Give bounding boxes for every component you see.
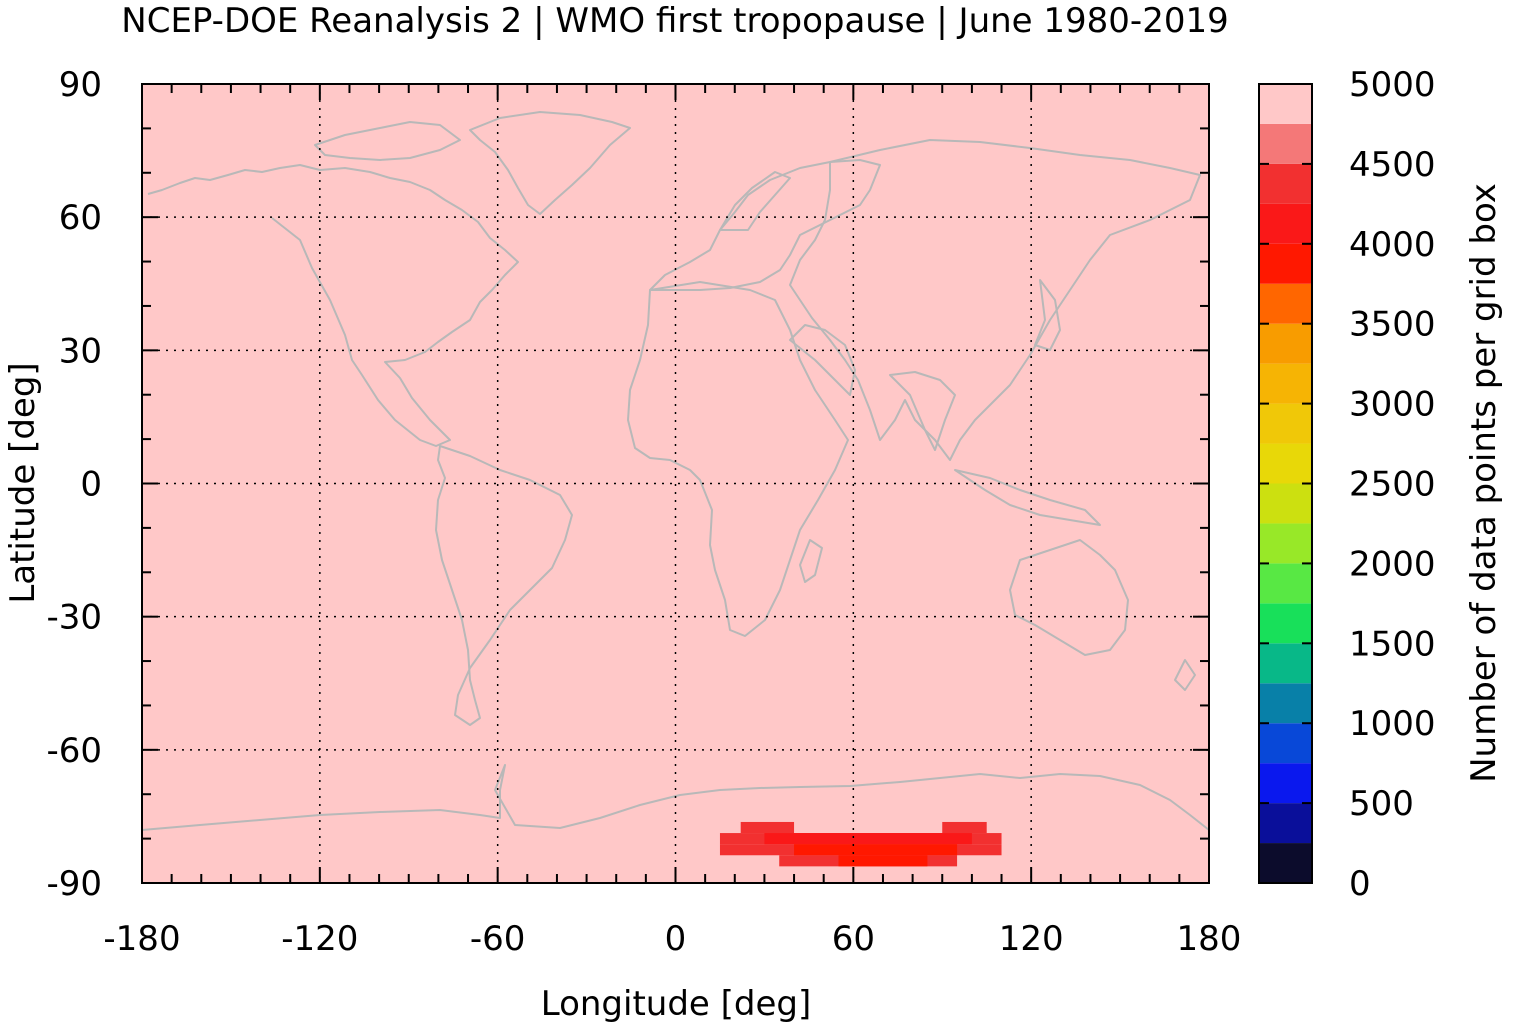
- coastline-south-america: [435, 445, 573, 726]
- coastline-asia: [789, 139, 1201, 461]
- colorbar-swatch: [1259, 84, 1312, 124]
- heatmap-area: [141, 84, 1210, 883]
- x-tick-label: 180: [1177, 919, 1242, 959]
- colorbar-swatch: [1259, 283, 1312, 324]
- coastline-north-america: [147, 164, 519, 447]
- heatmap-cell: [705, 821, 1082, 834]
- x-tick-label: 120: [999, 919, 1064, 959]
- y-tick-label: -30: [46, 598, 102, 638]
- colorbar-tick-label: 1000: [1349, 704, 1436, 744]
- heatmap-cells: [684, 810, 1082, 878]
- colorbar-swatch: [1259, 523, 1312, 564]
- y-tick-label: 30: [59, 331, 102, 371]
- grid-lines: [142, 84, 1209, 883]
- colorbar-swatch: [1259, 203, 1312, 244]
- coastline-new-zealand: [1174, 659, 1196, 691]
- colorbar-tick-label: 5000: [1349, 65, 1436, 105]
- heatmap-cell: [838, 855, 928, 867]
- axis-ticks: [141, 83, 1210, 884]
- coastline-greenland: [469, 111, 631, 215]
- colorbar-swatch: [1259, 243, 1312, 284]
- colorbar-swatch: [1259, 403, 1312, 444]
- heatmap-cell: [740, 821, 795, 834]
- colorbar-swatch: [1259, 163, 1312, 204]
- colorbar-swatch: [1259, 363, 1312, 404]
- colorbar-tick-label: 2000: [1349, 544, 1436, 584]
- colorbar-tick-label: 4000: [1349, 225, 1436, 265]
- heatmap-cell: [971, 810, 1082, 822]
- colorbar-tick-label: 500: [1349, 784, 1414, 824]
- colorbar-tick-label: 1500: [1349, 624, 1436, 664]
- heatmap-cell: [764, 833, 972, 845]
- colorbar-swatch: [1259, 643, 1312, 684]
- heatmap-cell: [942, 821, 987, 834]
- coastline-arctic-islands: [314, 121, 461, 161]
- colorbar-swatch: [1259, 323, 1312, 364]
- coastline-africa: [627, 281, 849, 637]
- colorbar-swatches: [1259, 84, 1312, 883]
- coastline-madagascar: [799, 539, 823, 583]
- y-tick-label: 0: [80, 465, 102, 505]
- coastline-japan: [1034, 279, 1061, 351]
- coastline-scandinavia: [719, 171, 791, 231]
- colorbar-ticks: [1259, 83, 1312, 884]
- colorbar: 5000450040003500300025002000150010005000…: [1258, 65, 1504, 904]
- colorbar-tick-label: 4500: [1349, 145, 1436, 185]
- colorbar-swatch: [1259, 683, 1312, 724]
- x-tick-label: -180: [103, 919, 180, 959]
- heatmap-cell: [779, 866, 972, 878]
- y-tick-label: -90: [46, 864, 102, 904]
- coastline-europe: [649, 159, 881, 291]
- x-tick-label: 0: [665, 919, 687, 959]
- y-tick-label: 60: [59, 198, 102, 238]
- x-tick-label: -120: [281, 919, 358, 959]
- x-tick-label: -60: [470, 919, 526, 959]
- colorbar-swatch: [1259, 563, 1312, 604]
- y-tick-label: 90: [59, 65, 102, 105]
- colorbar-swatch: [1259, 483, 1312, 524]
- colorbar-swatch: [1259, 803, 1312, 844]
- colorbar-swatch: [1259, 443, 1312, 484]
- colorbar-label: Number of data points per grid box: [1464, 183, 1504, 783]
- colorbar-swatch: [1259, 603, 1312, 644]
- colorbar-tick-label: 2500: [1349, 465, 1436, 505]
- coastline-indonesia: [954, 469, 1101, 526]
- y-axis-tick-labels: 90 60 30 0 -30 -60 -90: [46, 65, 102, 904]
- colorbar-swatch: [1259, 723, 1312, 764]
- x-axis-label: Longitude [deg]: [541, 984, 812, 1024]
- colorbar-tick-label: 0: [1349, 864, 1371, 904]
- coastline-india: [889, 371, 956, 451]
- x-tick-label: 60: [832, 919, 875, 959]
- heatmap-cell: [794, 844, 958, 856]
- colorbar-swatch: [1259, 843, 1312, 883]
- coastline-arabia: [789, 324, 856, 396]
- chart-title: NCEP-DOE Reanalysis 2 | WMO first tropop…: [121, 1, 1228, 41]
- colorbar-tick-label: 3500: [1349, 305, 1436, 345]
- x-axis-tick-labels: -180 -120 -60 0 60 120 180: [103, 919, 1241, 959]
- coastline-overlay: [141, 111, 1210, 831]
- coastline-antarctica: [141, 764, 1210, 831]
- y-tick-label: -60: [46, 731, 102, 771]
- colorbar-swatch: [1259, 123, 1312, 164]
- colorbar-swatch: [1259, 763, 1312, 804]
- coastline-australia: [1009, 539, 1129, 656]
- colorbar-tick-label: 3000: [1349, 385, 1436, 425]
- y-axis-label: Latitude [deg]: [3, 362, 43, 603]
